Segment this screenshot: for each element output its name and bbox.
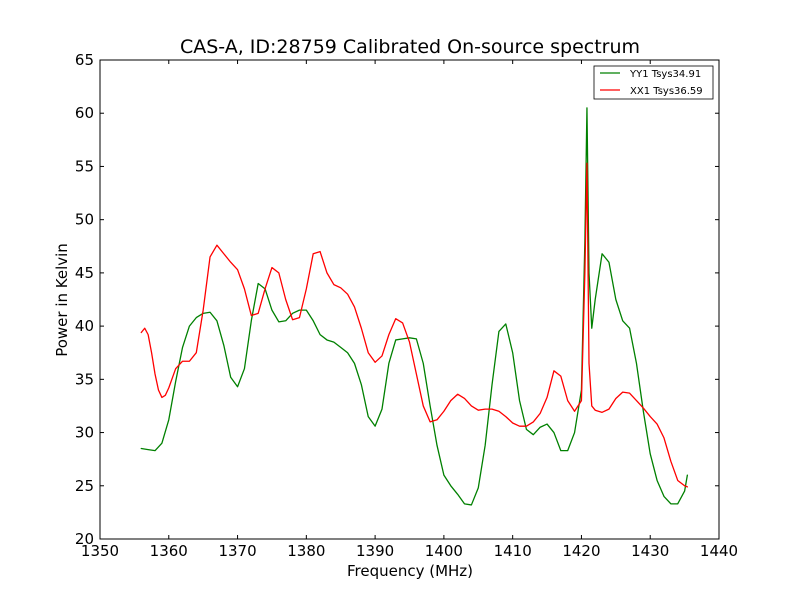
series-line-1: [140, 162, 689, 488]
plot-frame: [99, 59, 720, 540]
y-tick-label: 35: [75, 370, 94, 388]
x-tick-label: 1430: [631, 542, 669, 560]
x-tick-label: 1380: [287, 542, 325, 560]
legend: YY1 Tsys34.91 XX1 Tsys36.59: [593, 65, 714, 100]
legend-label-xx1: XX1 Tsys36.59: [630, 86, 703, 97]
chart-title: CAS-A, ID:28759 Calibrated On-source spe…: [180, 36, 640, 58]
legend-label-yy1: YY1 Tsys34.91: [629, 69, 701, 80]
x-tick-label: 1400: [425, 542, 463, 560]
y-tick-label: 25: [75, 477, 94, 495]
y-tick-label: 40: [75, 317, 94, 335]
y-tick-label: 30: [75, 424, 94, 442]
x-tick-label: 1390: [356, 542, 394, 560]
y-tick-label: 20: [75, 530, 94, 548]
y-tick-label: 45: [75, 264, 94, 282]
legend-box: [593, 65, 714, 100]
series-line-0: [140, 107, 689, 506]
y-tick-label: 60: [75, 104, 94, 122]
x-tick-label: 1420: [562, 542, 600, 560]
y-axis-title: Power in Kelvin: [53, 243, 71, 357]
plot-area: 1350 1360 1370 1380 1390 1400 1410 1420 1430 1440…: [75, 51, 738, 560]
x-tick-label: 1360: [150, 542, 188, 560]
x-tick-label: 1410: [494, 542, 532, 560]
x-axis-title: Frequency (MHz): [347, 562, 473, 580]
x-tick-label: 1350: [81, 542, 119, 560]
x-tick-label: 1440: [700, 542, 738, 560]
y-tick-label: 50: [75, 211, 94, 229]
y-tick-label: 65: [75, 51, 94, 69]
x-tick-label: 1370: [218, 542, 256, 560]
y-tick-label: 55: [75, 157, 94, 175]
